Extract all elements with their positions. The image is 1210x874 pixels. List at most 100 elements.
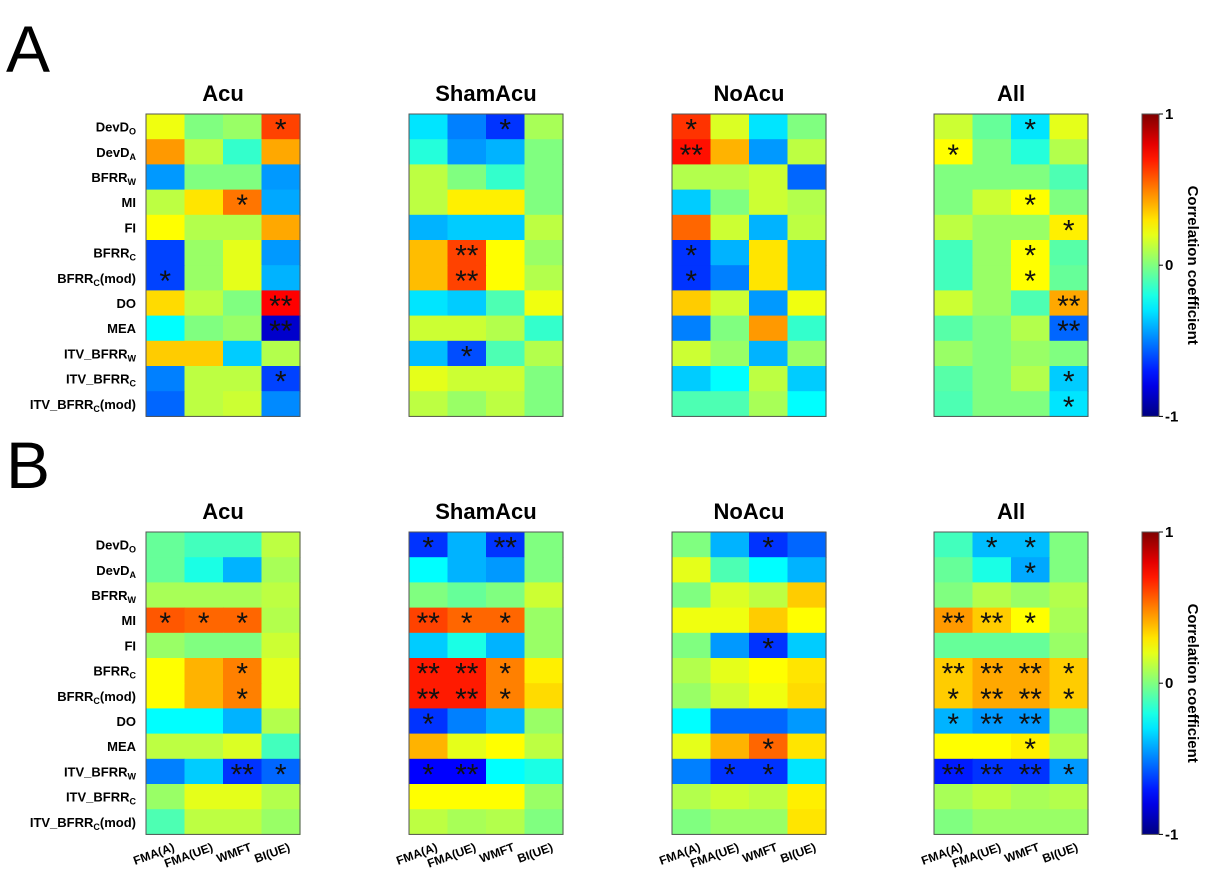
heatmap-cell [261,632,301,659]
heatmap-cell [672,240,712,266]
heatmap-cell [146,265,186,291]
row-label: FI [124,638,136,653]
heatmap-cell [524,114,564,140]
heatmap-cell [787,809,827,835]
heatmap-cell [934,315,974,342]
heatmap-cell [184,366,224,392]
panel-letter-b: B [6,428,50,502]
heatmap-cell [934,114,974,140]
heatmap-cell [710,708,750,735]
significance-marker: ** [417,607,441,640]
heatmap-cell [972,214,1012,241]
heatmap-cell [524,758,564,785]
heatmap-cell [184,733,224,760]
heatmap-cell [223,240,263,266]
heatmap-cell [672,784,712,810]
heatmap-cell [223,139,263,165]
significance-marker: * [1024,607,1036,640]
heatmap-title-acu: Acu [202,81,244,106]
row-label: BFRRW [91,588,136,605]
significance-marker: ** [417,683,441,716]
heatmap-cell [1049,315,1089,342]
heatmap-cell [972,632,1012,659]
heatmap-cell [749,340,789,367]
heatmap-cell [486,139,526,165]
row-label: ITV_BFRRW [64,346,137,363]
heatmap-cell [1011,784,1051,810]
heatmap-cell [184,632,224,659]
heatmap-cell [409,784,449,810]
column-label: WMFT [1003,840,1042,866]
heatmap-cell [1011,214,1051,241]
significance-marker: * [461,340,473,373]
heatmap-cell [672,607,712,634]
heatmap-cell [710,557,750,583]
heatmap-cell [934,366,974,392]
significance-marker: ** [1019,758,1043,791]
heatmap-cell [672,758,712,785]
significance-marker: * [499,607,511,640]
heatmap-cell [672,164,712,191]
heatmap-cell [486,557,526,583]
heatmap-cell [409,139,449,165]
heatmap-cell [146,240,186,266]
heatmap-cell [972,758,1012,785]
heatmap-cell [787,366,827,392]
colorbar-tick-label: -1 [1165,408,1178,425]
heatmap-frame [933,113,1089,417]
row-label: BFRRC(mod) [57,689,136,706]
heatmap-cell [524,240,564,266]
heatmap-cell [409,240,449,266]
heatmap-cell [524,164,564,191]
heatmap-cell [261,164,301,191]
heatmap-cell [672,366,712,392]
heatmap-cell [972,557,1012,583]
heatmap-cell [261,758,301,785]
heatmap-cell [972,809,1012,835]
heatmap-cell [787,632,827,659]
heatmap-cell [409,733,449,760]
heatmap-cell [972,391,1012,417]
heatmap-cell [672,532,712,558]
heatmap-cell [787,758,827,785]
significance-marker: * [236,189,248,222]
heatmap-cell [672,658,712,684]
heatmap-cell [787,557,827,583]
heatmap-cell [1011,582,1051,609]
heatmap-cell [934,708,974,735]
colorbar-tick-label: 1 [1165,524,1173,541]
heatmap-cell [486,758,526,785]
heatmap-cell [1011,532,1051,558]
heatmap-cell [749,240,789,266]
significance-marker: * [947,683,959,716]
heatmap-cell [184,315,224,342]
heatmap-cell [1011,265,1051,291]
heatmap-cell [184,809,224,835]
significance-marker: * [685,265,697,298]
heatmap-cell [787,582,827,609]
heatmap-cell [749,658,789,684]
heatmap-cell [972,290,1012,317]
colorbar-label: Correlation coefficient [1184,604,1201,763]
heatmap-cell [409,391,449,417]
heatmap-cell [1049,632,1089,659]
heatmap-cell [787,240,827,266]
heatmap-cell [261,290,301,317]
heatmap-cell [972,240,1012,266]
heatmap-cell [524,733,564,760]
heatmap-cell [710,214,750,241]
heatmap-cell [223,290,263,317]
row-label: DO [117,296,137,311]
heatmap-cell [184,340,224,367]
heatmap-cell [934,189,974,216]
heatmap-cell [409,265,449,291]
heatmap-cell [223,164,263,191]
heatmap-cell [972,784,1012,810]
significance-marker: * [461,607,473,640]
heatmap-cell [184,391,224,417]
heatmap-cell [524,290,564,317]
significance-marker: * [422,532,434,565]
row-label: ITV_BFRRW [64,764,137,781]
significance-marker: * [685,240,697,273]
row-label: MI [122,613,136,628]
